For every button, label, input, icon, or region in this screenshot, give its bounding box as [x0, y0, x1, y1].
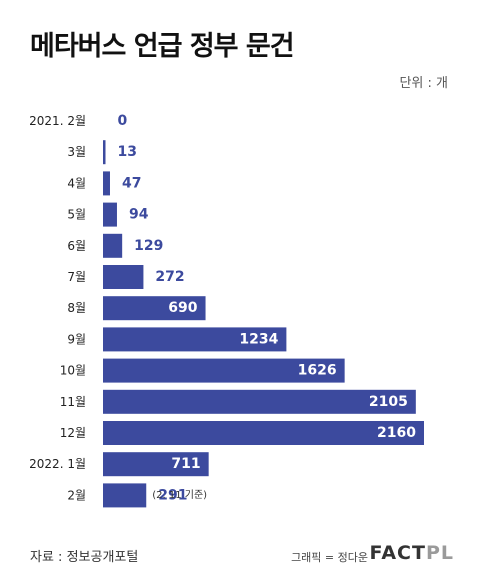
category-label-row-4-6: 6월	[67, 239, 86, 253]
category-label-row-5-7: 7월	[67, 270, 86, 284]
value-label-row-0-2021-2: 0	[118, 113, 128, 129]
category-label-row-8-10: 10월	[60, 364, 86, 378]
bar-row-7-9	[103, 327, 287, 352]
category-label-row-0-2021-2: 2021. 2월	[29, 114, 86, 128]
annotation-row-12-2: (2. 11 기준)	[152, 489, 207, 501]
brand-logo: FACTPL	[370, 542, 454, 564]
bar-row-8-10	[103, 358, 345, 383]
brand-main: FACT	[369, 542, 426, 564]
value-label-row-6-8: 690	[168, 300, 197, 316]
category-label-row-12-2: 2월	[67, 488, 86, 502]
value-label-row-3-5: 94	[129, 207, 149, 223]
value-label-row-10-12: 2160	[377, 425, 416, 441]
category-label-row-10-12: 12월	[60, 426, 86, 440]
bar-row-9-11	[103, 389, 416, 414]
category-label-row-11-2022-1: 2022. 1월	[29, 457, 86, 471]
bar-row-4-6	[103, 233, 123, 258]
bar-row-6-8	[103, 296, 206, 321]
bar-row-5-7	[103, 265, 144, 289]
bar-row-2-4	[103, 171, 110, 196]
value-label-row-2-4: 47	[122, 175, 141, 191]
category-label-row-9-11: 11월	[60, 395, 86, 409]
value-label-row-12-2: 291	[158, 487, 187, 503]
unit-label: 단위 : 개	[399, 76, 448, 91]
source-note: 자료 : 정보공개포털	[30, 550, 139, 565]
value-label-row-9-11: 2105	[369, 394, 408, 410]
brand-accent: PL	[425, 542, 454, 564]
bar-row-11-2022-1	[103, 452, 209, 477]
category-label-row-7-9: 9월	[67, 332, 86, 346]
bar-row-3-5	[103, 202, 117, 227]
value-label-row-4-6: 129	[134, 238, 163, 254]
bar-chart: 2021. 2월 0 3월 13 4월 47 5월 94 6월 129 7월 272 8월 690 9월 12…	[29, 113, 424, 508]
value-label-row-11-2022-1: 711	[171, 456, 200, 472]
value-label-row-7-9: 1234	[239, 331, 278, 347]
chart-title: 메타버스 언급 정부 문건	[30, 31, 295, 62]
category-label-row-6-8: 8월	[67, 301, 86, 315]
value-label-row-5-7: 272	[155, 269, 184, 285]
category-label-row-1-3: 3월	[67, 145, 86, 159]
value-label-row-8-10: 1626	[298, 363, 337, 379]
value-label-row-1-3: 13	[118, 144, 137, 160]
bar-row-10-12	[103, 421, 424, 445]
bar-row-12-2	[103, 483, 147, 508]
bar-row-1-3	[103, 140, 106, 165]
category-label-row-3-5: 5월	[67, 208, 86, 222]
graphic-credit: 그래픽 = 정다운	[291, 551, 368, 564]
category-label-row-2-4: 4월	[67, 176, 86, 190]
